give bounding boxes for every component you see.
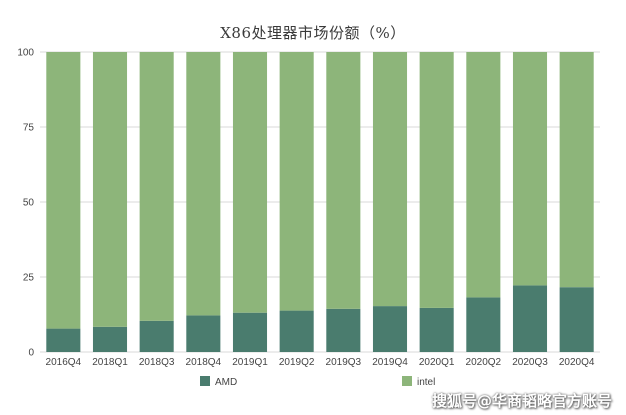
x-tick-label: 2020Q2: [466, 357, 502, 368]
bar-amd-2019Q2: [279, 310, 314, 352]
legend: AMD intel: [200, 376, 435, 388]
bar-amd-2020Q1: [419, 307, 454, 352]
bar-intel-2018Q3: [139, 52, 174, 321]
legend-swatch-intel: [402, 376, 412, 386]
bars: [46, 52, 594, 352]
bar-intel-2020Q1: [419, 52, 454, 308]
x-tick-label: 2020Q3: [512, 357, 548, 368]
x-axis-ticks: 2016Q4 2018Q1 2018Q3 2018Q4 2019Q1 2019Q2 2019…: [46, 357, 595, 368]
bar-intel-2018Q4: [186, 52, 221, 316]
bar-amd-2018Q1: [92, 326, 128, 352]
legend-label-amd: AMD: [215, 377, 237, 388]
x-tick-label: 2018Q1: [92, 357, 128, 368]
y-tick-label: 50: [23, 198, 35, 209]
bar-amd-2020Q4: [559, 287, 594, 352]
x-tick-label: 2019Q4: [372, 357, 408, 368]
bar-amd-2019Q1: [232, 312, 268, 352]
x-tick-label: 2018Q3: [139, 357, 175, 368]
y-tick-label: 0: [28, 348, 34, 359]
x-tick-label: 2020Q4: [559, 357, 595, 368]
x-tick-label: 2019Q3: [326, 357, 362, 368]
x-tick-label: 2020Q1: [419, 357, 455, 368]
legend-label-intel: intel: [417, 377, 435, 388]
watermark: 搜狐号@华商韬略官方账号: [431, 392, 612, 410]
bar-amd-2020Q3: [512, 285, 548, 352]
bar-amd-2019Q3: [326, 308, 361, 352]
gridlines: [40, 51, 600, 353]
bar-intel-2019Q2: [279, 52, 314, 311]
bar-intel-2020Q4: [559, 52, 594, 288]
bar-intel-2020Q2: [466, 52, 501, 298]
bar-intel-2019Q3: [326, 52, 361, 309]
bar-intel-2016Q4: [46, 52, 81, 329]
x-tick-label: 2019Q1: [232, 357, 268, 368]
bar-amd-2020Q2: [466, 297, 501, 352]
legend-swatch-amd: [200, 376, 210, 386]
bar-intel-2019Q4: [372, 52, 408, 307]
x-tick-label: 2016Q4: [46, 357, 82, 368]
bar-intel-2020Q3: [512, 52, 548, 286]
y-tick-label: 75: [23, 123, 35, 134]
y-tick-label: 25: [23, 273, 35, 284]
x-tick-label: 2018Q4: [186, 357, 222, 368]
bar-amd-2019Q4: [372, 306, 408, 352]
y-tick-label: 100: [17, 48, 34, 59]
y-axis-ticks: 0 25 50 75 100: [17, 48, 34, 359]
bar-amd-2018Q4: [186, 315, 221, 352]
x-tick-label: 2019Q2: [279, 357, 315, 368]
bar-amd-2016Q4: [46, 328, 81, 352]
bar-intel-2019Q1: [232, 52, 268, 313]
chart-title: X86处理器市场份额（%）: [220, 24, 406, 42]
bar-intel-2018Q1: [92, 52, 128, 327]
bar-amd-2018Q3: [139, 320, 174, 352]
